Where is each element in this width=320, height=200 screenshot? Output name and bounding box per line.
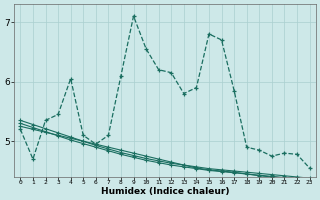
X-axis label: Humidex (Indice chaleur): Humidex (Indice chaleur) [101,187,229,196]
